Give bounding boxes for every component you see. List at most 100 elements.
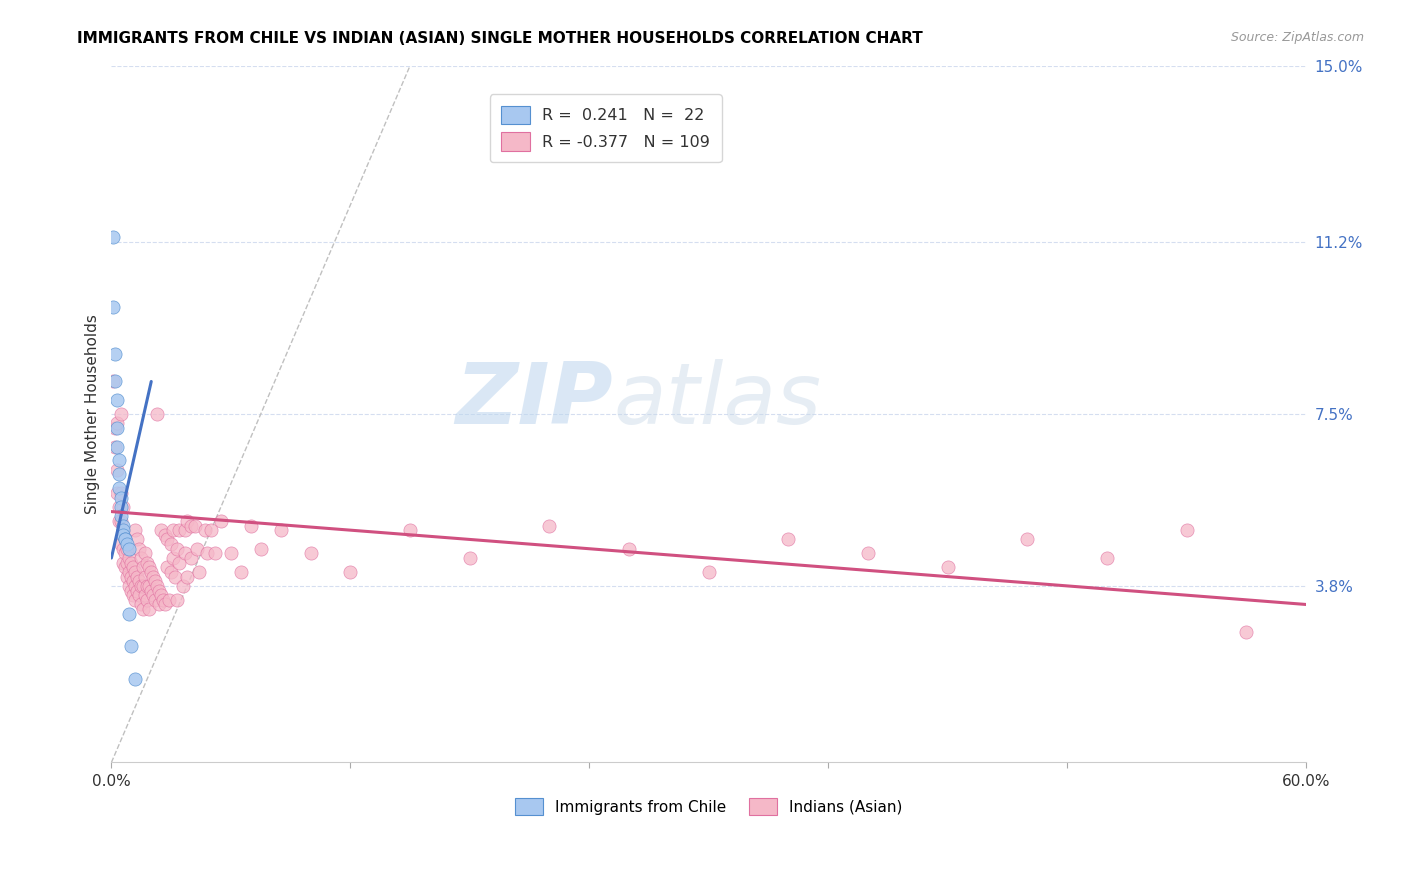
- Point: [160, 537, 183, 551]
- Point: [194, 523, 217, 537]
- Point: [134, 546, 156, 560]
- Point: [117, 569, 139, 583]
- Point: [138, 560, 160, 574]
- Point: [112, 500, 135, 514]
- Point: [114, 560, 136, 574]
- Point: [110, 537, 132, 551]
- Point: [110, 486, 132, 500]
- Point: [167, 523, 190, 537]
- Point: [150, 523, 173, 537]
- Point: [103, 300, 125, 314]
- Point: [134, 588, 156, 602]
- Point: [114, 533, 136, 547]
- Point: [174, 523, 197, 537]
- Point: [136, 579, 159, 593]
- Point: [153, 598, 176, 612]
- Point: [114, 533, 136, 547]
- Point: [141, 565, 163, 579]
- Point: [110, 509, 132, 524]
- Point: [1017, 533, 1039, 547]
- Point: [936, 560, 959, 574]
- Point: [105, 421, 128, 435]
- Point: [129, 598, 152, 612]
- Point: [166, 592, 188, 607]
- Point: [127, 533, 149, 547]
- Point: [132, 579, 155, 593]
- Point: [195, 546, 218, 560]
- Point: [122, 560, 145, 574]
- Point: [176, 569, 198, 583]
- Point: [118, 565, 141, 579]
- Point: [299, 546, 322, 560]
- Point: [339, 565, 361, 579]
- Point: [142, 588, 165, 602]
- Point: [229, 565, 252, 579]
- Point: [108, 453, 131, 467]
- Point: [156, 560, 179, 574]
- Point: [204, 546, 226, 560]
- Point: [165, 569, 187, 583]
- Point: [160, 565, 183, 579]
- Point: [105, 463, 128, 477]
- Point: [124, 592, 146, 607]
- Point: [180, 551, 202, 566]
- Point: [122, 588, 145, 602]
- Point: [112, 528, 135, 542]
- Point: [108, 467, 131, 482]
- Point: [110, 407, 132, 421]
- Point: [148, 598, 170, 612]
- Y-axis label: Single Mother Households: Single Mother Households: [86, 314, 100, 514]
- Point: [128, 588, 150, 602]
- Point: [129, 551, 152, 566]
- Point: [778, 533, 800, 547]
- Point: [124, 579, 146, 593]
- Point: [108, 481, 131, 495]
- Point: [239, 518, 262, 533]
- Point: [153, 528, 176, 542]
- Point: [617, 541, 640, 556]
- Text: atlas: atlas: [613, 359, 821, 442]
- Point: [132, 602, 155, 616]
- Point: [112, 518, 135, 533]
- Point: [112, 523, 135, 537]
- Point: [167, 556, 190, 570]
- Text: ZIP: ZIP: [456, 359, 613, 442]
- Point: [157, 592, 180, 607]
- Point: [112, 541, 135, 556]
- Point: [141, 583, 163, 598]
- Point: [1175, 523, 1198, 537]
- Point: [1236, 625, 1258, 640]
- Point: [110, 514, 132, 528]
- Point: [108, 514, 131, 528]
- Point: [399, 523, 422, 537]
- Point: [120, 640, 142, 654]
- Point: [162, 551, 184, 566]
- Point: [110, 500, 132, 514]
- Point: [143, 592, 166, 607]
- Point: [120, 569, 142, 583]
- Point: [117, 537, 139, 551]
- Text: Source: ZipAtlas.com: Source: ZipAtlas.com: [1230, 31, 1364, 45]
- Point: [112, 556, 135, 570]
- Point: [124, 565, 146, 579]
- Point: [697, 565, 720, 579]
- Point: [136, 592, 159, 607]
- Point: [110, 491, 132, 505]
- Point: [117, 556, 139, 570]
- Point: [186, 541, 208, 556]
- Point: [166, 541, 188, 556]
- Point: [132, 560, 155, 574]
- Point: [150, 588, 173, 602]
- Point: [127, 583, 149, 598]
- Point: [143, 574, 166, 589]
- Point: [142, 569, 165, 583]
- Point: [136, 556, 159, 570]
- Point: [108, 500, 131, 514]
- Point: [146, 579, 169, 593]
- Point: [538, 518, 561, 533]
- Point: [104, 346, 127, 360]
- Point: [200, 523, 222, 537]
- Point: [1095, 551, 1118, 566]
- Point: [856, 546, 879, 560]
- Point: [120, 556, 142, 570]
